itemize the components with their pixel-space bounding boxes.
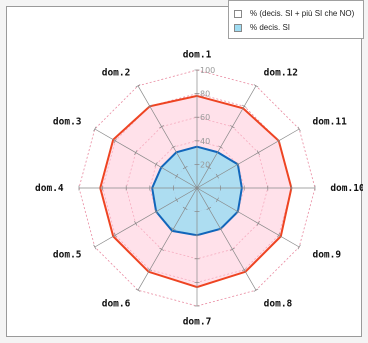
axis-tick bbox=[236, 162, 240, 167]
axis-dom.8 bbox=[196, 187, 257, 291]
radar-chart: 20 40 60 80 100 dom.1 dom.12 dom.11 dom.10 dom.9 d… bbox=[35, 50, 363, 328]
legend-entry-series-1: % (decis. SI + più SI che NO) bbox=[234, 9, 354, 18]
axis-tick bbox=[297, 126, 301, 132]
axis-dom.3 bbox=[94, 128, 198, 189]
axis-tick bbox=[113, 232, 117, 238]
axis-tick bbox=[230, 247, 235, 251]
axis-dom.2 bbox=[137, 85, 198, 189]
axis-dom.9 bbox=[196, 187, 300, 248]
axis-tick bbox=[134, 150, 138, 155]
legend: % (decis. SI + più SI che NO) % decis. S… bbox=[228, 0, 364, 39]
category-label-dom.5: dom.5 bbox=[53, 250, 82, 261]
axis-tick bbox=[215, 197, 219, 203]
legend-swatch-series-2 bbox=[234, 23, 242, 32]
axis-tick bbox=[93, 126, 97, 132]
label-layer: 20 40 60 80 100 dom.1 dom.12 dom.11 dom.10 dom.9 d… bbox=[35, 50, 363, 328]
axis-tick bbox=[159, 247, 164, 251]
axis-tick bbox=[253, 84, 259, 88]
axis-tick bbox=[253, 288, 259, 292]
axis-tick bbox=[206, 166, 212, 170]
axis-tick bbox=[182, 166, 188, 170]
axis-layer bbox=[78, 69, 316, 307]
axis-tick bbox=[154, 209, 158, 214]
axis-tick bbox=[277, 232, 281, 238]
axis-dom.5 bbox=[94, 187, 198, 248]
category-label-dom.3: dom.3 bbox=[53, 116, 82, 127]
tick-label-60: 60 bbox=[200, 113, 210, 122]
axis-tick bbox=[241, 268, 247, 272]
axis-tick bbox=[215, 173, 219, 179]
axis-tick bbox=[241, 104, 247, 108]
axis-tick bbox=[147, 268, 153, 272]
tick-label-40: 40 bbox=[200, 137, 210, 146]
axis-dom.6 bbox=[137, 187, 198, 291]
category-label-dom.1: dom.1 bbox=[183, 50, 212, 61]
category-label-dom.7: dom.7 bbox=[183, 316, 212, 327]
category-label-dom.8: dom.8 bbox=[264, 298, 293, 309]
legend-label-series-2: % decis. SI bbox=[250, 23, 291, 32]
series-layer bbox=[99, 94, 293, 289]
axis-tick bbox=[154, 162, 158, 167]
axis-tick bbox=[182, 206, 188, 210]
axis-tick bbox=[159, 125, 164, 129]
axis-tick bbox=[218, 145, 223, 149]
axis-tick bbox=[93, 244, 97, 250]
axis-dom.11 bbox=[196, 128, 300, 189]
axis-tick bbox=[218, 227, 223, 231]
axis-tick bbox=[297, 244, 301, 250]
legend-swatch-series-1 bbox=[234, 9, 242, 18]
category-label-dom.9: dom.9 bbox=[312, 250, 341, 261]
tick-label-20: 20 bbox=[200, 160, 210, 169]
tick-label-100: 100 bbox=[200, 66, 215, 75]
axis-tick bbox=[206, 206, 212, 210]
axis-tick bbox=[256, 150, 260, 155]
axis-tick bbox=[134, 221, 138, 226]
category-label-dom.6: dom.6 bbox=[102, 298, 131, 309]
legend-entry-series-2: % decis. SI bbox=[234, 23, 290, 32]
chart-panel: 20 40 60 80 100 dom.1 dom.12 dom.11 dom.10 dom.9 d… bbox=[6, 6, 363, 337]
axis-tick bbox=[277, 138, 281, 144]
axis-tick bbox=[147, 104, 153, 108]
axis-tick bbox=[135, 84, 141, 88]
axis-tick bbox=[175, 173, 179, 179]
tick-label-80: 80 bbox=[200, 90, 210, 99]
category-label-dom.11: dom.11 bbox=[312, 116, 347, 127]
axis-dom.12 bbox=[196, 85, 257, 189]
axis-tick bbox=[171, 145, 176, 149]
axis-tick bbox=[236, 209, 240, 214]
axis-tick bbox=[113, 138, 117, 144]
axis-tick bbox=[256, 221, 260, 226]
axis-tick bbox=[135, 288, 141, 292]
category-label-dom.2: dom.2 bbox=[102, 68, 131, 79]
axis-tick bbox=[175, 197, 179, 203]
legend-label-series-1: % (decis. SI + più SI che NO) bbox=[250, 9, 355, 18]
category-label-dom.12: dom.12 bbox=[264, 68, 298, 79]
category-label-dom.4: dom.4 bbox=[35, 183, 64, 194]
category-label-dom.10: dom.10 bbox=[330, 183, 363, 194]
axis-tick bbox=[171, 227, 176, 231]
axis-tick bbox=[230, 125, 235, 129]
